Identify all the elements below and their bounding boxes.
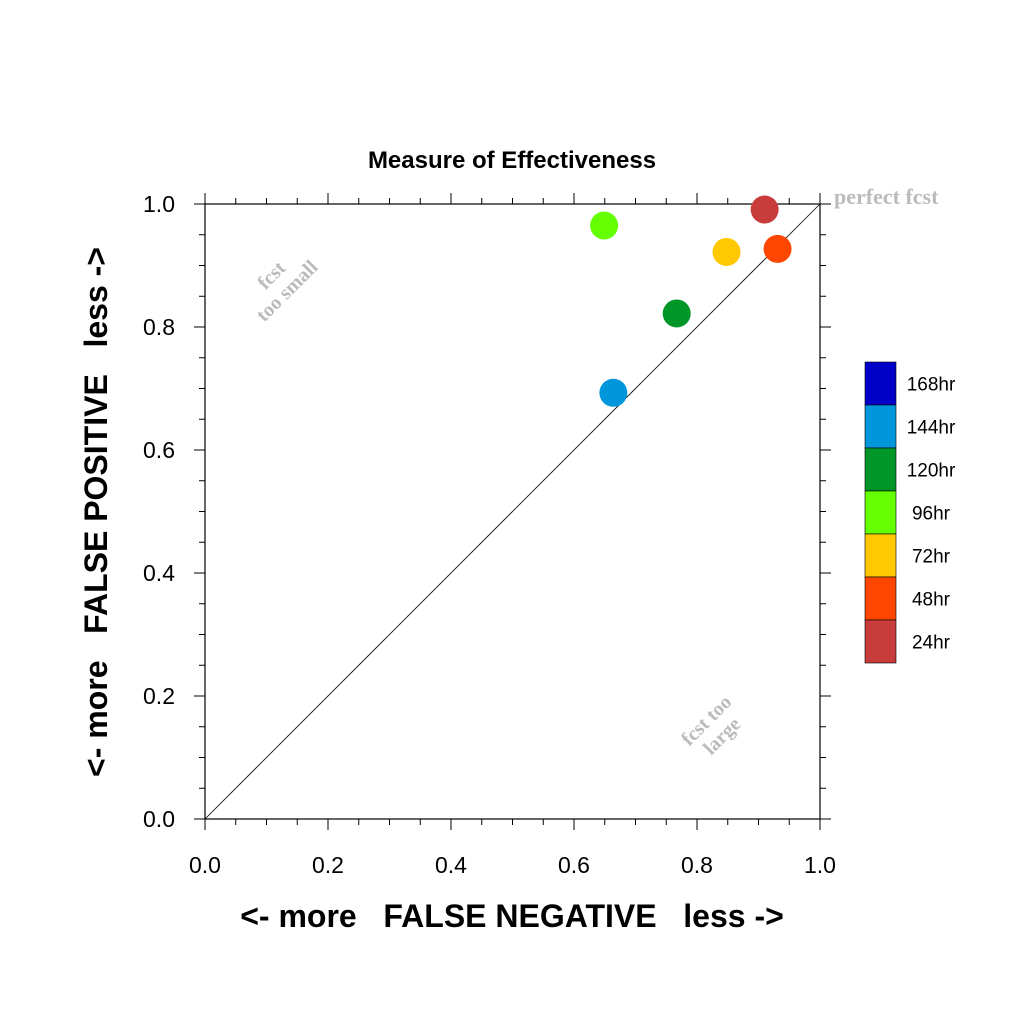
- legend-label-24hr: 24hr: [912, 633, 951, 654]
- point-48hr: [763, 234, 792, 263]
- point-96hr: [590, 211, 619, 240]
- legend-label-96hr: 96hr: [912, 504, 951, 525]
- legend: 168hr 144hr 120hr 96hr 72hr 48hr 24hr: [864, 361, 956, 664]
- legend-swatch-168hr: [864, 361, 897, 406]
- too-large-annotation: fcst too large: [677, 691, 745, 759]
- y-tick-label: 0.4: [143, 560, 175, 586]
- legend-swatch-48hr: [864, 576, 897, 621]
- x-tick-label: 0.8: [681, 852, 713, 878]
- point-72hr: [712, 237, 741, 266]
- x-tick-label: 0.4: [435, 852, 467, 878]
- perfect-fcst-annotation: perfect fcst: [834, 184, 939, 209]
- too-small-annotation: fcst too small: [252, 256, 322, 326]
- legend-label-120hr: 120hr: [907, 461, 956, 482]
- y-tick-label: 0.2: [143, 683, 175, 709]
- x-tick-label: 1.0: [804, 852, 836, 878]
- point-24hr: [750, 195, 779, 224]
- legend-label-144hr: 144hr: [907, 418, 956, 439]
- axis-ticks: 0.0 0.2 0.4 0.6 0.8 1.0 0.0 0.2 0.4 0.6 0.8 1.0: [143, 191, 836, 878]
- chart-title: Measure of Effectiveness: [368, 147, 656, 174]
- legend-swatch-120hr: [864, 447, 897, 492]
- y-tick-label: 1.0: [143, 191, 175, 217]
- legend-label-48hr: 48hr: [912, 590, 951, 611]
- legend-swatch-24hr: [864, 619, 897, 664]
- point-120hr: [662, 299, 691, 328]
- x-axis-label: <- more FALSE NEGATIVE less ->: [240, 898, 784, 934]
- y-axis-label: <- more FALSE POSITIVE less ->: [78, 247, 114, 777]
- y-tick-label: 0.0: [143, 806, 175, 832]
- legend-swatch-72hr: [864, 533, 897, 578]
- y-tick-label: 0.8: [143, 314, 175, 340]
- legend-label-168hr: 168hr: [907, 375, 956, 396]
- diagonal-reference-line: [204, 203, 821, 820]
- legend-swatch-144hr: [864, 404, 897, 449]
- data-points: [590, 195, 792, 407]
- x-tick-label: 0.2: [312, 852, 344, 878]
- x-tick-label: 0.6: [558, 852, 590, 878]
- y-tick-label: 0.6: [143, 437, 175, 463]
- legend-swatch-96hr: [864, 490, 897, 535]
- point-144hr: [599, 378, 628, 407]
- legend-label-72hr: 72hr: [912, 547, 951, 568]
- x-tick-label: 0.0: [189, 852, 221, 878]
- too-small-line2: too small: [252, 256, 322, 326]
